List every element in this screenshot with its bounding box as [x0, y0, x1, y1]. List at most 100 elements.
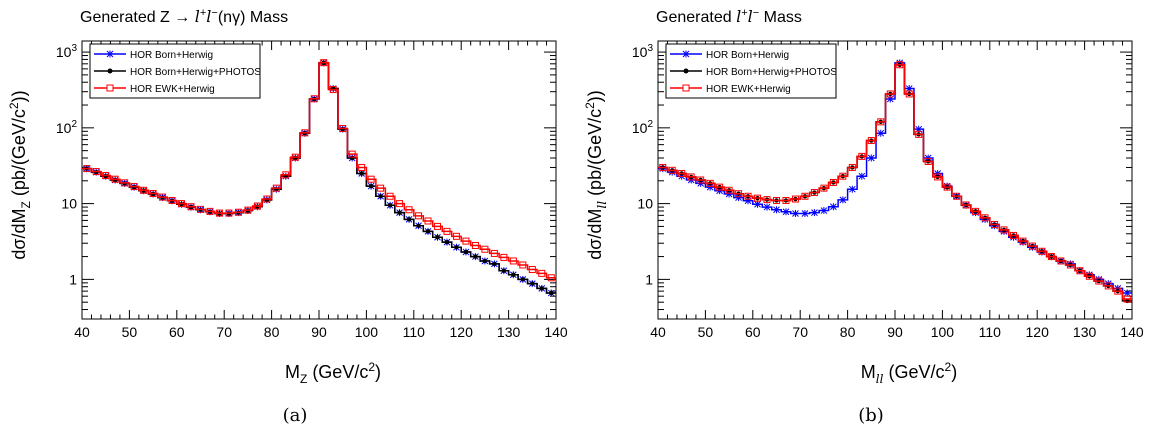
data-point [1057, 257, 1065, 265]
data-point [405, 206, 413, 214]
y-tick-label: 1 [645, 271, 653, 287]
data-point [253, 202, 261, 210]
x-tick-label: 140 [1120, 324, 1144, 340]
data-point [1123, 289, 1131, 297]
data-point [858, 152, 866, 160]
x-tick-label: 130 [497, 324, 521, 340]
data-point [206, 207, 214, 215]
data-point [1047, 253, 1055, 261]
data-point [735, 190, 743, 198]
data-point [867, 154, 875, 162]
data-point [444, 239, 450, 245]
data-point [435, 235, 440, 240]
data-point [549, 290, 554, 296]
data-point [539, 286, 544, 291]
data-point [791, 195, 799, 203]
data-point [744, 192, 752, 200]
data-point [500, 253, 508, 261]
chart-title: Generated Z → l+l−(nγ) Mass [80, 7, 288, 26]
data-point [434, 222, 441, 230]
data-point [782, 196, 790, 204]
legend-label: HOR Born+Herwig+PHOTOS [130, 67, 261, 78]
data-point [424, 217, 432, 225]
x-tick-label: 80 [264, 324, 280, 340]
data-point [178, 200, 186, 208]
data-point [149, 189, 157, 197]
data-point [754, 194, 762, 202]
data-point [291, 153, 299, 161]
subfigure-caption: (a) [283, 405, 308, 426]
data-point [1085, 272, 1093, 280]
data-point [443, 227, 451, 235]
data-point [659, 163, 667, 171]
legend-marker [107, 68, 113, 74]
data-point [320, 59, 328, 67]
data-point [367, 175, 375, 183]
y-tick-label: 1 [69, 271, 77, 287]
data-point [820, 184, 828, 192]
y-tick-label: 103 [56, 43, 78, 60]
y-axis-label: dσ/dMZ (pb/(GeV/c2)) [7, 90, 33, 259]
data-point [981, 214, 989, 222]
data-point [1019, 237, 1027, 245]
data-point [716, 183, 724, 191]
legend-marker [682, 84, 690, 92]
data-point [915, 130, 923, 138]
x-tick-label: 80 [840, 324, 856, 340]
legend-label: HOR Born+Herwig+PHOTOS [706, 67, 837, 78]
data-point [547, 274, 555, 282]
data-point [1066, 261, 1074, 269]
x-tick-label: 50 [122, 324, 138, 340]
data-point [140, 186, 148, 194]
y-tick-label: 10 [637, 196, 653, 212]
data-point [943, 183, 951, 191]
x-tick-label: 90 [887, 324, 903, 340]
x-tick-label: 120 [450, 324, 474, 340]
data-point [452, 232, 460, 240]
data-point [377, 184, 385, 192]
data-point [668, 166, 676, 174]
y-tick-label: 103 [632, 43, 654, 60]
data-point [519, 261, 527, 269]
data-point [396, 200, 404, 208]
data-point [92, 168, 100, 176]
legend-label: HOR Born+Herwig [130, 50, 213, 61]
data-point [877, 118, 885, 126]
x-tick-label: 60 [169, 324, 185, 340]
data-point [301, 129, 309, 137]
data-point [829, 178, 837, 186]
data-point [687, 173, 695, 181]
data-point [754, 200, 761, 208]
data-point [934, 173, 942, 181]
x-tick-label: 110 [979, 324, 1002, 340]
x-axis-label: MZ (GeV/c2) [285, 360, 381, 386]
data-point [538, 269, 546, 277]
data-point [953, 192, 961, 200]
legend-marker [683, 68, 689, 74]
chart-title: Generated l+l− Mass [656, 7, 802, 26]
legend-marker [106, 50, 114, 58]
data-point [801, 192, 809, 200]
data-point [359, 171, 364, 176]
data-point [225, 209, 233, 217]
legend-label: HOR Born+Herwig [706, 50, 789, 61]
chart-panel-a: 40 50 60 70 80 90 100 110 120 130 140110102103HOR … [7, 7, 568, 426]
data-point [886, 90, 894, 98]
data-point [773, 206, 780, 214]
data-point [244, 206, 252, 214]
data-point [1095, 277, 1103, 285]
data-point [801, 210, 809, 218]
data-point [792, 210, 799, 218]
subfigure-caption: (b) [858, 405, 884, 426]
y-tick-label: 102 [56, 119, 78, 136]
data-point [368, 183, 374, 189]
data-point [1028, 242, 1036, 250]
y-axis-label: dσ/dMll (pb/(GeV/c2)) [583, 90, 609, 260]
data-point [471, 242, 479, 250]
data-point [482, 258, 488, 264]
data-point [492, 261, 497, 267]
x-tick-label: 100 [355, 324, 379, 340]
data-point [329, 86, 337, 94]
legend-label: HOR EWK+Herwig [130, 84, 215, 95]
